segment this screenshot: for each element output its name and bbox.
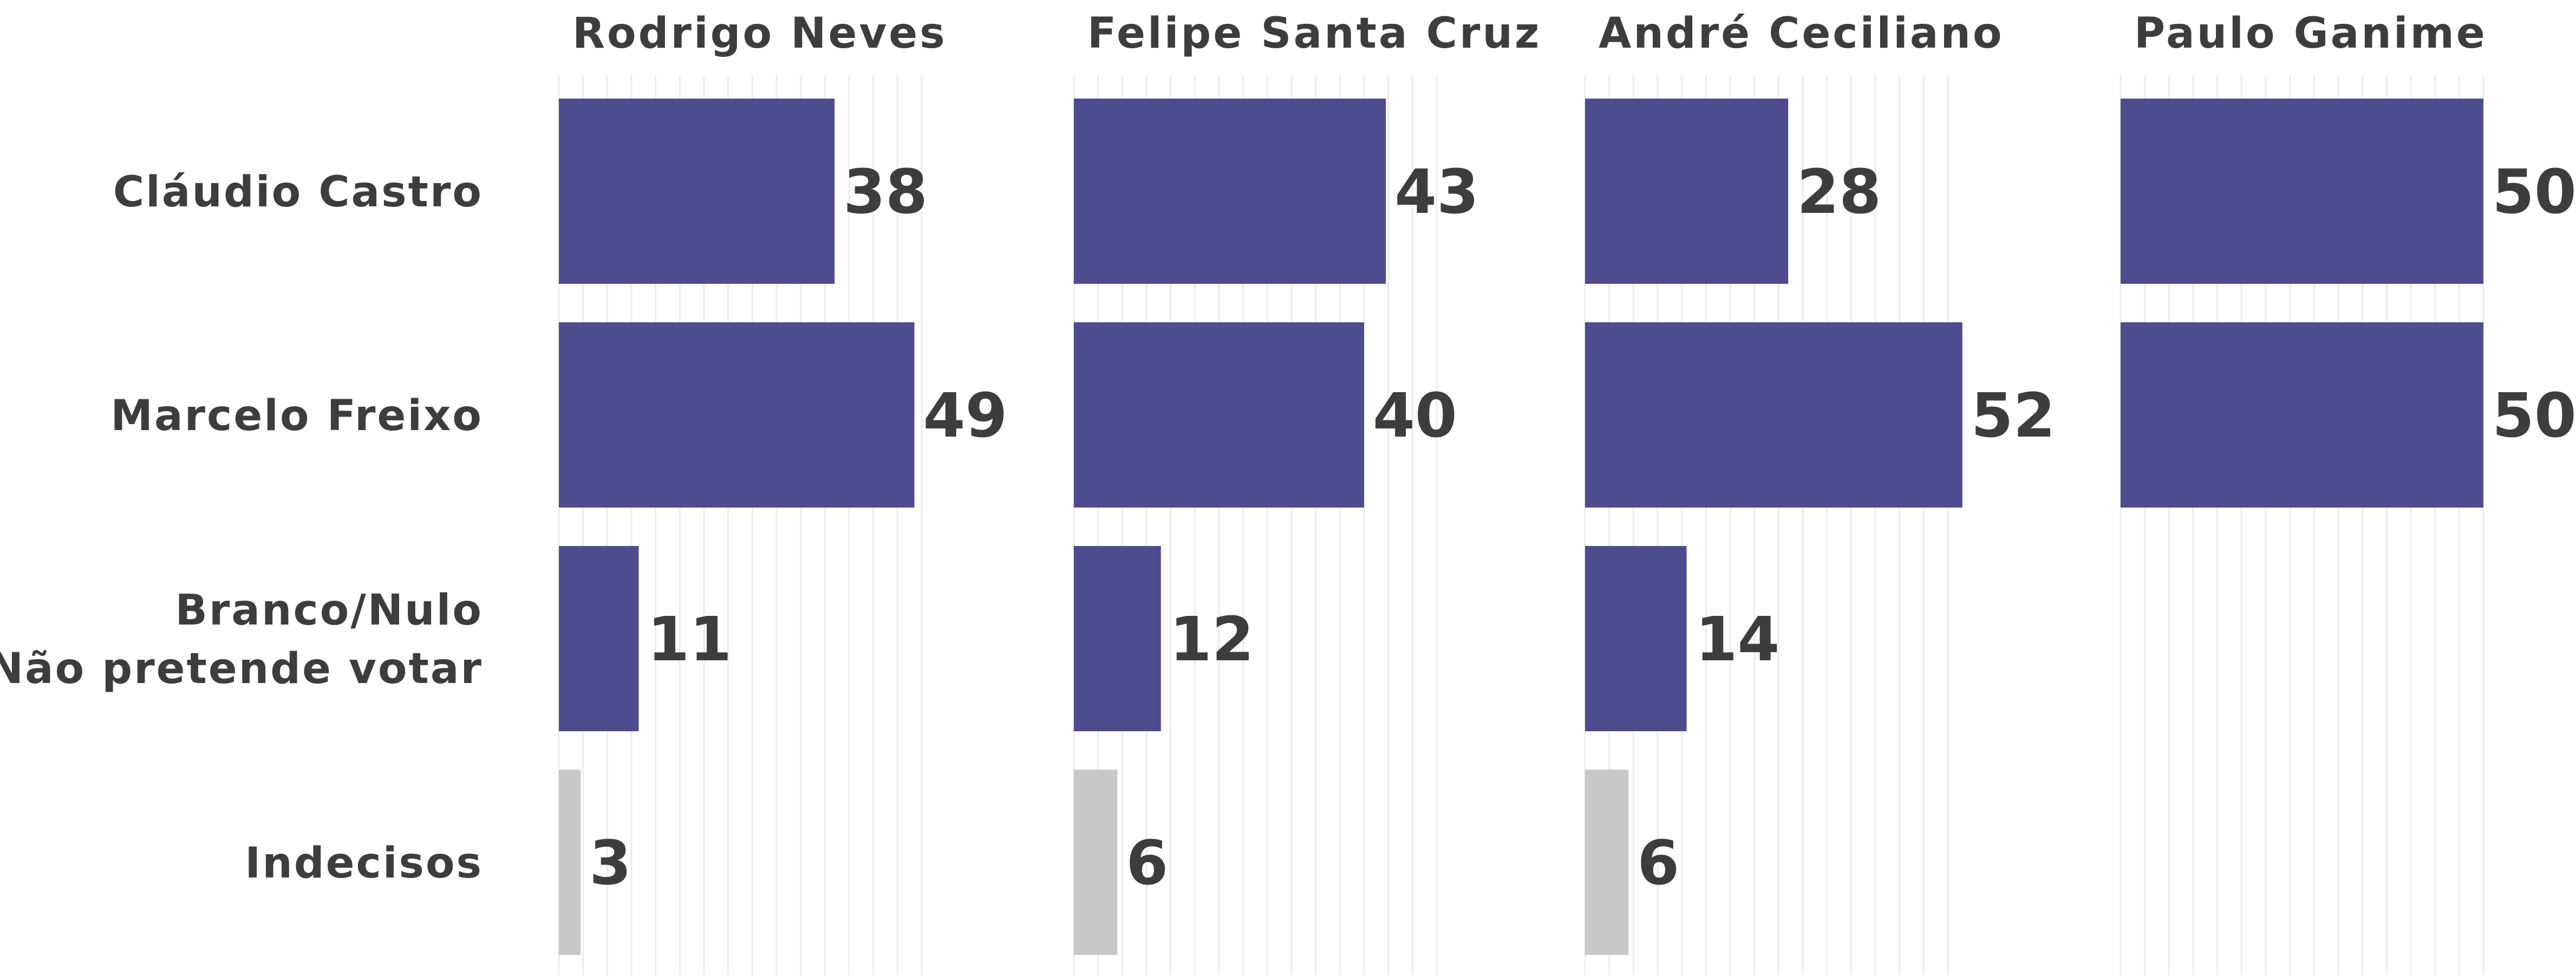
bar <box>1585 546 1687 731</box>
row-label-line: Não pretende votar <box>0 645 483 693</box>
bar <box>2121 322 2483 508</box>
bar <box>1074 322 1364 508</box>
bars: 38 49 11 3 43 40 12 6 28 52 14 6 50 50 <box>559 99 2576 955</box>
panel-title: André Ceciliano <box>1599 9 2004 58</box>
value-label: 12 <box>1170 604 1254 675</box>
bar <box>1074 99 1386 284</box>
value-label: 6 <box>1126 828 1168 899</box>
value-label: 40 <box>1373 381 1457 451</box>
bar <box>559 546 639 731</box>
value-label: 38 <box>843 157 928 227</box>
value-label: 3 <box>589 828 631 899</box>
value-label: 14 <box>1695 604 1780 675</box>
panel-titles: Rodrigo Neves Felipe Santa Cruz André Ceci… <box>572 9 2487 58</box>
value-label: 43 <box>1394 157 1479 227</box>
value-label: 52 <box>1971 381 2056 451</box>
panel-title: Paulo Ganime <box>2134 9 2487 58</box>
row-label-line: Indecisos <box>245 839 483 888</box>
row-label: Cláudio Castro <box>113 168 483 217</box>
bar <box>559 99 835 284</box>
value-label: 11 <box>647 604 732 675</box>
value-label: 28 <box>1797 157 1881 227</box>
panel-title: Rodrigo Neves <box>572 9 947 58</box>
bar <box>559 770 581 955</box>
bar <box>1585 770 1629 955</box>
value-label: 50 <box>2492 381 2576 451</box>
bar <box>559 322 915 508</box>
value-label: 49 <box>923 381 1008 451</box>
bar <box>2121 99 2483 284</box>
bar <box>1585 322 1962 508</box>
row-label-line: Marcelo Freixo <box>110 392 483 440</box>
bar <box>1585 99 1789 284</box>
value-label: 50 <box>2492 157 2576 227</box>
row-label-line: Cláudio Castro <box>113 168 483 217</box>
row-label: Branco/Nulo Não pretende votar <box>0 586 483 693</box>
row-label-line: Branco/Nulo <box>175 586 483 635</box>
row-label: Marcelo Freixo <box>110 392 483 440</box>
bar <box>1074 546 1161 731</box>
value-label: 6 <box>1637 828 1679 899</box>
row-label: Indecisos <box>245 839 483 888</box>
bar <box>1074 770 1118 955</box>
row-labels: Cláudio Castro Marcelo Freixo Branco/Nulo N… <box>0 168 483 888</box>
panel-title: Felipe Santa Cruz <box>1087 9 1541 58</box>
